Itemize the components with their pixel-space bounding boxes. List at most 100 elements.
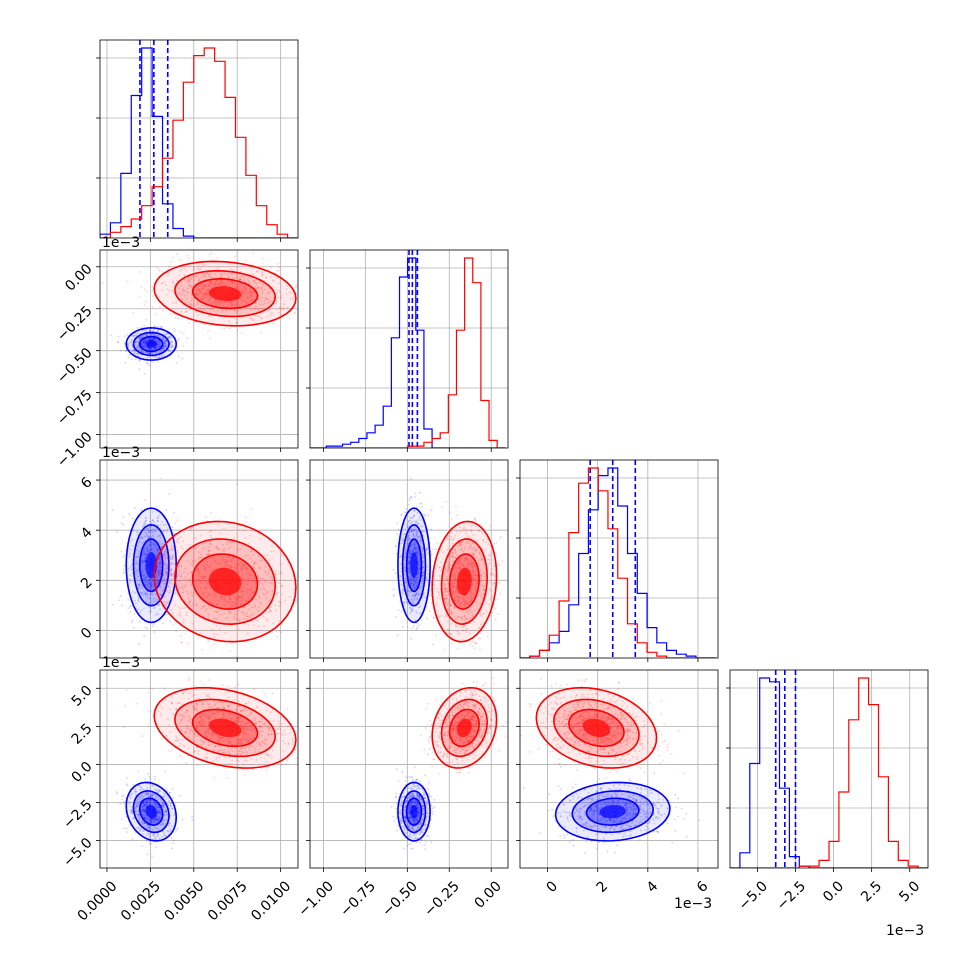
sample-point xyxy=(227,284,230,287)
sample-point xyxy=(128,605,131,608)
sample-point xyxy=(228,611,231,614)
sample-point xyxy=(186,254,189,257)
density-level xyxy=(208,286,242,302)
sample-point xyxy=(457,560,460,563)
sample-point xyxy=(419,567,421,570)
sample-point xyxy=(219,280,222,283)
sample-point xyxy=(174,604,177,607)
sample-point xyxy=(149,549,151,552)
sample-point xyxy=(253,318,255,321)
sample-point xyxy=(221,311,223,313)
sample-point xyxy=(150,529,153,532)
sample-point xyxy=(156,345,159,347)
sample-point xyxy=(162,310,165,312)
sample-point xyxy=(278,306,281,309)
sample-point xyxy=(235,321,238,324)
sample-point xyxy=(178,794,181,797)
sample-point xyxy=(447,593,450,596)
sample-point xyxy=(415,628,418,631)
sample-point xyxy=(285,288,288,291)
sample-point xyxy=(167,572,170,575)
sample-point xyxy=(460,616,462,619)
sample-point xyxy=(146,547,149,549)
sample-point xyxy=(463,526,466,528)
sample-point xyxy=(418,554,421,557)
sample-point xyxy=(473,579,476,582)
sample-point xyxy=(201,265,204,267)
sample-point xyxy=(228,610,231,613)
sample-point xyxy=(141,585,144,588)
sample-point xyxy=(288,317,291,320)
sample-point xyxy=(418,567,421,570)
sample-point xyxy=(160,355,163,358)
sample-point xyxy=(410,477,412,480)
sample-point xyxy=(146,290,149,293)
sample-point xyxy=(168,289,171,292)
sample-point xyxy=(399,574,401,577)
sample-point xyxy=(417,593,420,596)
sample-point xyxy=(186,291,189,294)
sample-point xyxy=(202,577,205,580)
sample-point xyxy=(179,535,182,538)
contour-line xyxy=(191,278,259,310)
sample-point xyxy=(226,541,229,544)
sample-point xyxy=(467,603,470,606)
sample-point xyxy=(203,275,206,278)
sample-point xyxy=(202,285,205,287)
sample-point xyxy=(464,617,467,620)
sample-point xyxy=(422,580,424,583)
sample-point xyxy=(409,550,411,553)
sample-point xyxy=(147,550,150,553)
sample-point xyxy=(416,533,418,536)
sample-point xyxy=(223,282,226,284)
sample-point xyxy=(408,562,410,564)
sample-point xyxy=(163,568,165,570)
sample-point xyxy=(180,565,183,568)
sample-point xyxy=(412,587,415,589)
sample-point xyxy=(477,627,480,630)
sample-point xyxy=(251,620,253,623)
sample-point xyxy=(189,563,191,565)
sample-point xyxy=(185,581,188,584)
sample-point xyxy=(254,302,257,305)
sample-point xyxy=(194,579,196,581)
sample-point xyxy=(160,523,162,526)
sample-point xyxy=(403,511,406,514)
sample-point xyxy=(222,283,224,286)
sample-point xyxy=(167,274,169,277)
sample-point xyxy=(396,522,399,525)
sample-point xyxy=(183,577,186,580)
sample-point xyxy=(467,563,470,566)
sample-point xyxy=(145,300,147,303)
sample-point xyxy=(149,352,152,355)
sample-point xyxy=(457,561,460,564)
sample-point xyxy=(160,543,163,546)
sample-point xyxy=(452,548,454,551)
sample-point xyxy=(409,555,412,558)
sample-point xyxy=(419,605,422,608)
sample-point xyxy=(148,596,151,599)
sample-point xyxy=(488,559,491,561)
sample-point xyxy=(403,564,405,566)
sample-point xyxy=(172,280,174,283)
sample-point xyxy=(218,547,220,550)
sample-point xyxy=(197,301,199,304)
sample-point xyxy=(138,549,140,552)
sample-point xyxy=(449,564,451,567)
sample-point xyxy=(251,291,254,294)
sample-point xyxy=(199,291,202,294)
sample-point xyxy=(305,590,307,592)
sample-point xyxy=(246,291,249,294)
sample-point xyxy=(491,595,494,598)
sample-point xyxy=(135,568,138,571)
sample-point xyxy=(409,553,412,556)
sample-point xyxy=(189,591,192,594)
sample-point xyxy=(226,606,229,609)
sample-point xyxy=(158,342,161,345)
sample-point xyxy=(260,307,263,310)
sample-point xyxy=(254,606,256,608)
sample-point xyxy=(139,547,142,550)
sample-point xyxy=(245,599,247,602)
sample-point xyxy=(416,548,419,550)
sample-point xyxy=(138,584,141,586)
